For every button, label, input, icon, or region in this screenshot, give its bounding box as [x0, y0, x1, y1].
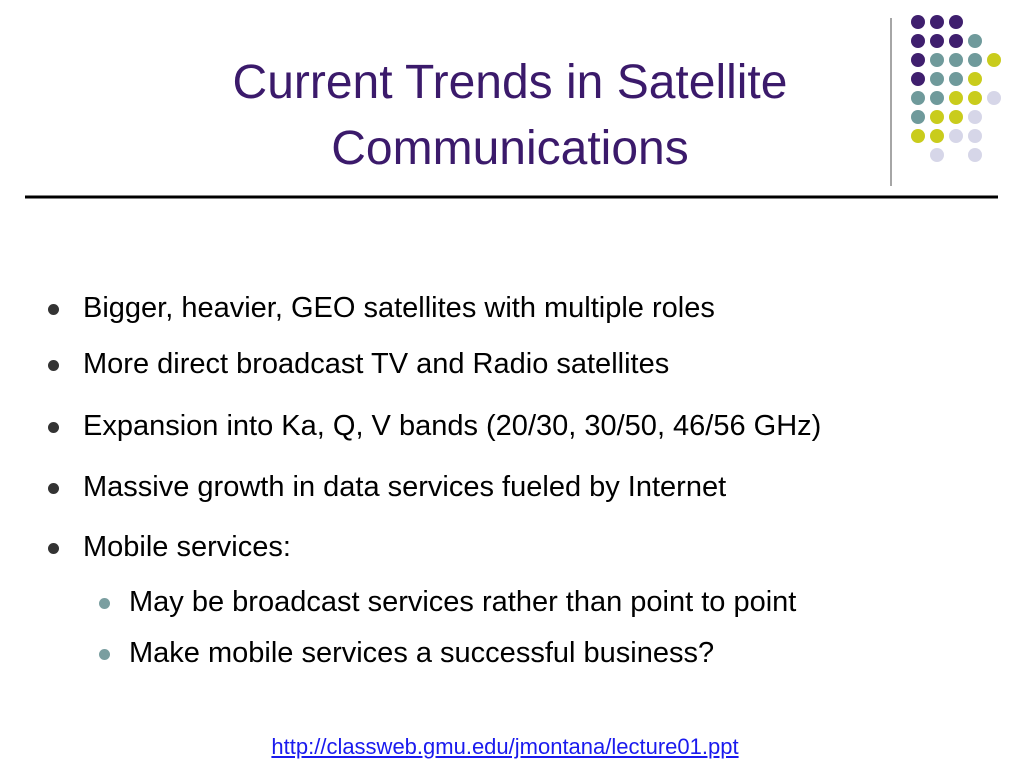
dot — [968, 34, 982, 48]
dot — [911, 129, 925, 143]
dot — [911, 34, 925, 48]
dot — [987, 53, 1001, 67]
dot — [949, 34, 963, 48]
bullet-marker — [48, 483, 59, 494]
dot — [911, 72, 925, 86]
dot — [968, 148, 982, 162]
bullet-marker — [48, 304, 59, 315]
dot — [930, 72, 944, 86]
dot — [911, 53, 925, 67]
dot — [930, 148, 944, 162]
dot — [911, 110, 925, 124]
sub-bullet-text: May be broadcast services rather than po… — [129, 586, 797, 618]
dot — [968, 53, 982, 67]
dot-pattern — [911, 15, 1001, 162]
dot — [949, 129, 963, 143]
dot — [930, 91, 944, 105]
bullet-marker — [48, 543, 59, 554]
dot — [949, 110, 963, 124]
dot — [949, 15, 963, 29]
dot — [968, 72, 982, 86]
dot — [949, 72, 963, 86]
bullet-text: Expansion into Ka, Q, V bands (20/30, 30… — [83, 410, 822, 442]
bullet-marker — [99, 649, 110, 660]
dot — [930, 110, 944, 124]
sub-bullet-text: Make mobile services a successful busine… — [129, 637, 715, 669]
bullet-text: Bigger, heavier, GEO satellites with mul… — [83, 292, 715, 324]
dot — [949, 91, 963, 105]
bullet-marker — [48, 422, 59, 433]
dot — [949, 53, 963, 67]
dot — [930, 15, 944, 29]
dot — [968, 129, 982, 143]
dot — [930, 34, 944, 48]
bullet-marker — [99, 598, 110, 609]
bullet-marker — [48, 360, 59, 371]
bullet-text: Mobile services: — [83, 531, 291, 563]
dot — [911, 91, 925, 105]
dot — [911, 15, 925, 29]
bullet-text: More direct broadcast TV and Radio satel… — [83, 348, 670, 380]
dot — [968, 110, 982, 124]
dot — [968, 91, 982, 105]
dot — [987, 91, 1001, 105]
link[interactable]: http://classweb.gmu.edu/jmontana/lecture… — [271, 734, 739, 759]
decoration — [25, 15, 1001, 199]
dot — [930, 53, 944, 67]
bullet-text: Massive growth in data services fueled b… — [83, 471, 727, 503]
title: Current Trends in Satellite Communicatio… — [232, 56, 788, 175]
dot — [930, 129, 944, 143]
